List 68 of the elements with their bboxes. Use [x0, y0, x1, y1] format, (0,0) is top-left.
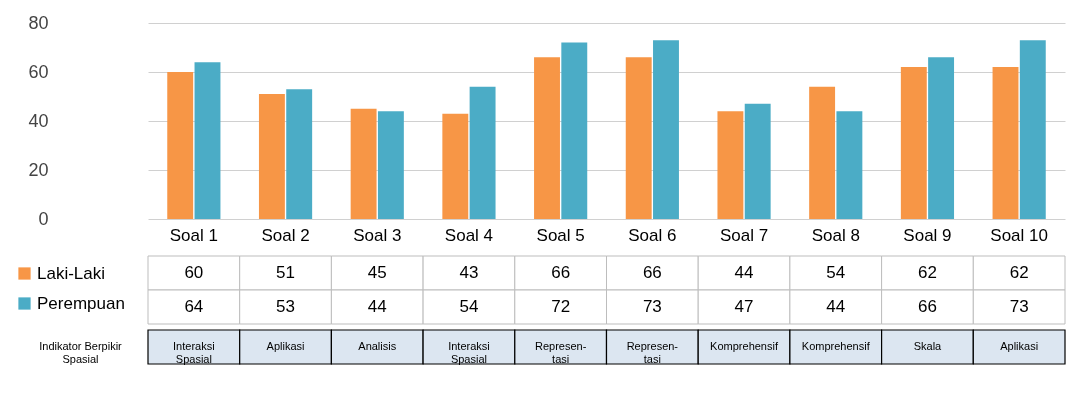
y-tick-label: 20	[28, 159, 49, 180]
bar	[809, 86, 836, 219]
data-label: 62	[917, 263, 937, 282]
text: Indikator Berpikir Spasial	[39, 340, 123, 365]
data-label: 73	[642, 297, 662, 316]
data-label: 44	[367, 297, 387, 316]
bar	[900, 67, 927, 219]
data-label: 73	[1009, 297, 1029, 316]
data-label: 44	[734, 263, 754, 282]
text: Analisis	[358, 340, 397, 352]
data-label: 66	[551, 263, 571, 282]
y-tick-label: 0	[38, 208, 49, 229]
legend-label: Laki-Laki	[37, 263, 106, 283]
data-label: 47	[734, 297, 754, 316]
data-label: 66	[642, 263, 662, 282]
y-tick-label: 60	[28, 61, 49, 82]
x-tick-label: Soal 10	[990, 225, 1048, 245]
bar	[258, 94, 285, 219]
data-label: 45	[367, 263, 387, 282]
data-label: 64	[184, 297, 204, 316]
bar	[653, 40, 679, 219]
data-label: 43	[459, 263, 479, 282]
bar	[286, 89, 313, 219]
x-tick-label: Soal 8	[811, 225, 860, 245]
text: Interaksi Spasial	[448, 340, 490, 365]
data-label: 51	[276, 263, 296, 282]
data-label: 72	[551, 297, 571, 316]
text: Aplikasi	[1000, 340, 1039, 352]
bar	[377, 111, 404, 219]
bar	[469, 86, 496, 219]
text: Aplikasi	[266, 340, 305, 352]
x-tick-label: Soal 1	[169, 225, 218, 245]
x-tick-label: Soal 7	[719, 225, 769, 245]
text: Represen-tasi	[626, 340, 679, 365]
bar	[928, 57, 955, 219]
data-label: 54	[459, 297, 479, 316]
text: Komprehensif	[710, 340, 779, 352]
bar	[534, 57, 560, 219]
bar	[167, 72, 194, 219]
data-label: 44	[826, 297, 846, 316]
data-label: 60	[184, 263, 204, 282]
text: Skala	[913, 340, 943, 352]
bar	[442, 113, 469, 219]
bar	[625, 57, 652, 219]
data-label: 54	[826, 263, 846, 282]
text: Komprehensif	[801, 340, 871, 352]
bar	[836, 111, 863, 219]
data-label: 66	[917, 297, 937, 316]
x-tick-label: Soal 3	[353, 225, 402, 245]
data-label: 62	[1009, 263, 1029, 282]
x-tick-label: Soal 6	[628, 225, 677, 245]
y-tick-label: 40	[28, 110, 49, 131]
data-label: 53	[276, 297, 296, 316]
x-tick-label: Soal 9	[903, 225, 952, 245]
bar	[1019, 40, 1046, 219]
x-tick-label: Soal 2	[261, 225, 310, 245]
text: Interaksi Spasial	[173, 340, 215, 365]
x-tick-label: Soal 5	[536, 225, 585, 245]
text: Represen-tasi	[534, 340, 587, 365]
bar	[717, 111, 744, 219]
bar	[350, 108, 377, 219]
y-tick-label: 80	[28, 12, 49, 33]
x-tick-label: Soal 4	[444, 225, 494, 245]
bar	[744, 103, 771, 219]
legend-label: Perempuan	[37, 293, 125, 313]
bar	[992, 67, 1019, 219]
bar	[561, 42, 588, 219]
bar	[194, 62, 221, 219]
